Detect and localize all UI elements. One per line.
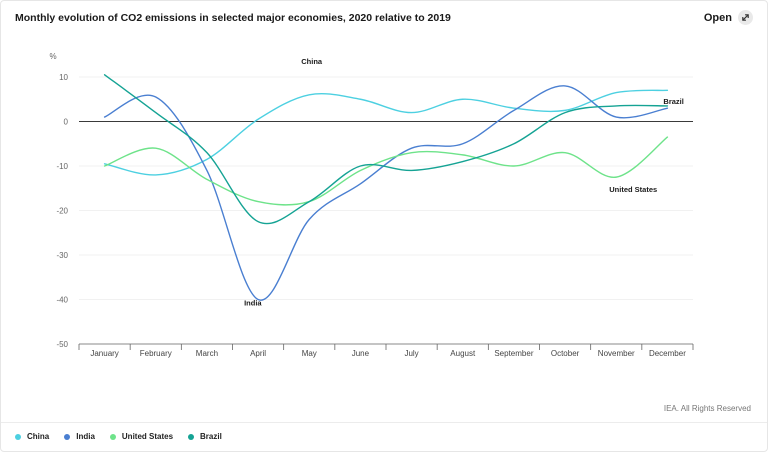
legend-label: Brazil xyxy=(200,432,222,441)
series-annotation-brazil: Brazil xyxy=(663,97,683,106)
series-annotation-india: India xyxy=(244,299,262,308)
x-tick-label: October xyxy=(551,349,580,358)
legend-item-brazil[interactable]: Brazil xyxy=(188,432,222,441)
x-tick-label: December xyxy=(649,349,686,358)
legend-swatch xyxy=(109,433,116,440)
x-tick-label: March xyxy=(196,349,218,358)
y-tick-label: -40 xyxy=(56,296,68,305)
y-tick-label: 0 xyxy=(64,118,69,127)
legend-item-china[interactable]: China xyxy=(15,432,49,441)
line-chart: % 10 0 -10 -20 -30 -40 -50 January February March A… xyxy=(49,52,694,358)
y-tick-label: -50 xyxy=(56,340,68,349)
open-label: Open xyxy=(703,11,732,24)
series-annotation-united-states: United States xyxy=(609,185,657,194)
y-tick-label: -30 xyxy=(56,251,68,260)
footer-divider xyxy=(1,422,767,423)
legend-label: India xyxy=(76,432,95,441)
y-tick-label: -20 xyxy=(56,207,68,216)
y-tick-label: 10 xyxy=(59,73,68,82)
open-button[interactable]: Open xyxy=(704,10,753,25)
series-line-china xyxy=(103,89,669,176)
legend-item-india[interactable]: India xyxy=(64,432,95,441)
x-tick-label: July xyxy=(404,349,418,358)
legend-swatch xyxy=(64,433,71,440)
legend-item-united-states[interactable]: United States xyxy=(109,432,174,441)
chart-title: Monthly evolution of CO2 emissions in se… xyxy=(15,12,451,24)
expand-arrows-icon xyxy=(738,10,753,25)
x-tick-label: June xyxy=(352,349,370,358)
legend-label: United States xyxy=(121,432,174,441)
credit-text: IEA. All Rights Reserved xyxy=(663,404,751,413)
x-tick-label: February xyxy=(140,349,172,358)
x-tick-label: September xyxy=(494,349,533,358)
legend-label: China xyxy=(27,432,50,441)
x-tick-label: May xyxy=(302,349,317,358)
x-tick-label: April xyxy=(250,349,266,358)
x-tick-label: August xyxy=(450,349,476,358)
y-tick-label: -10 xyxy=(56,162,68,171)
series-line-brazil xyxy=(103,74,669,225)
x-tick-label: January xyxy=(90,349,118,358)
legend-swatch xyxy=(188,433,195,440)
series-annotation-china: China xyxy=(301,57,323,66)
chart-legend: China India United States Brazil xyxy=(15,432,222,441)
series-line-india xyxy=(103,85,669,301)
series-line-united-states xyxy=(103,136,669,206)
y-axis-unit-label: % xyxy=(49,52,56,61)
legend-swatch xyxy=(15,433,21,440)
x-tick-label: November xyxy=(598,349,635,358)
